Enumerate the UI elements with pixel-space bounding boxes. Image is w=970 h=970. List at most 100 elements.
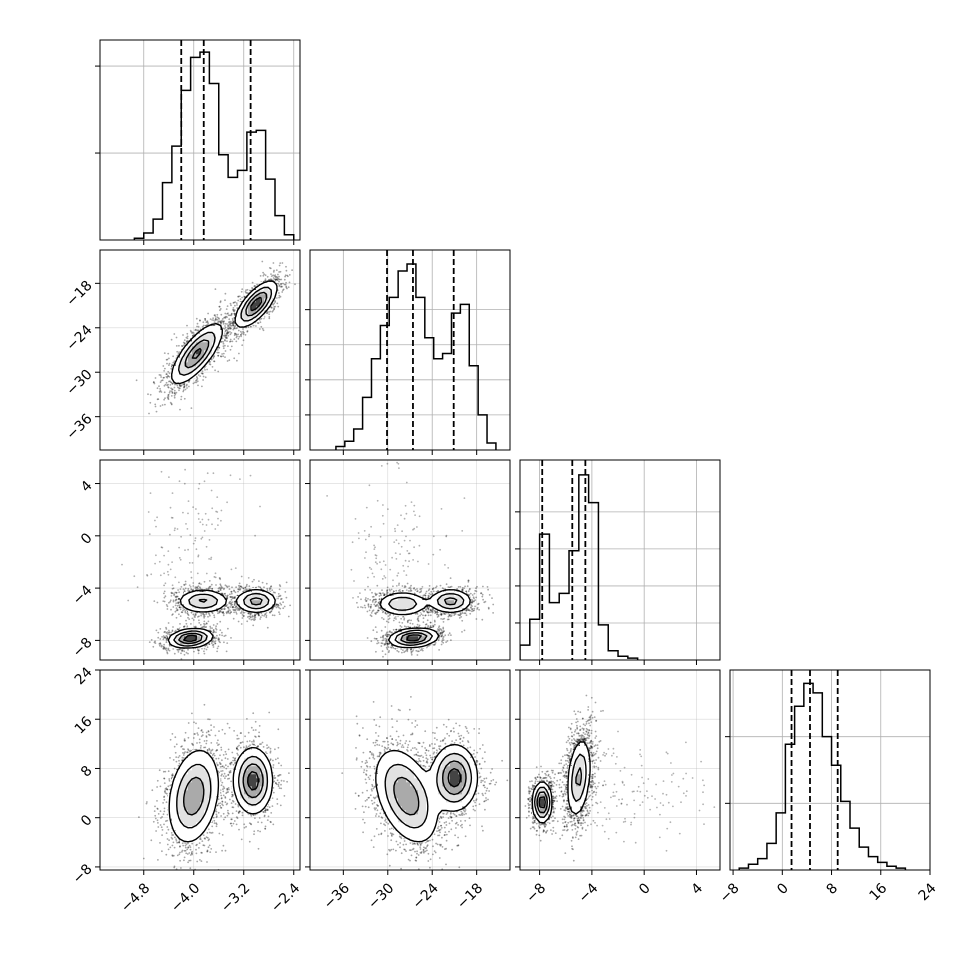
sample-point [183, 386, 185, 388]
sample-point [221, 611, 224, 614]
density-cell [180, 358, 185, 363]
sample-point [188, 590, 191, 593]
sample-point [234, 332, 236, 335]
sample-point [225, 612, 228, 615]
sample-point [264, 274, 267, 277]
sample-point [230, 592, 233, 595]
sample-point [272, 591, 275, 594]
sample-point [263, 273, 265, 276]
sample-point [176, 609, 179, 612]
density-cell [256, 294, 261, 299]
sample-point [276, 278, 279, 281]
sample-point [280, 603, 283, 606]
sample-point [178, 601, 181, 604]
density-cell [188, 374, 193, 379]
sample-point [178, 351, 180, 354]
sample-point [288, 281, 291, 284]
sample-point [197, 652, 200, 655]
sample-point [159, 389, 162, 392]
sample-point [230, 602, 233, 605]
sample-point [162, 365, 165, 367]
sample-point [149, 401, 152, 404]
sample-point [222, 614, 225, 617]
sample-point [228, 588, 231, 590]
sample-point [270, 278, 272, 281]
sample-point [285, 285, 288, 288]
sample-point [227, 594, 229, 597]
sample-point [214, 316, 217, 318]
sample-point [277, 305, 280, 308]
sample-point [203, 625, 206, 627]
sample-point [175, 591, 178, 594]
sample-point [257, 613, 260, 616]
sample-point [182, 588, 185, 590]
density-cell [172, 378, 177, 383]
sample-point [177, 386, 179, 389]
sample-point [166, 396, 169, 399]
sample-point [222, 341, 225, 343]
density-cell [180, 370, 185, 375]
sample-point [285, 596, 288, 599]
sample-point [283, 283, 286, 286]
sample-point [214, 627, 217, 630]
sample-point [285, 269, 288, 272]
sample-point [233, 325, 236, 328]
sample-point [273, 614, 276, 617]
sample-point [179, 648, 182, 651]
sample-point [239, 298, 242, 300]
sample-point [237, 584, 240, 587]
sample-point [181, 650, 184, 653]
sample-point [239, 585, 241, 588]
sample-point [281, 285, 284, 288]
sample-point [224, 356, 226, 358]
sample-point [173, 333, 176, 335]
sample-point [277, 283, 280, 285]
sample-point [188, 618, 191, 620]
axes-frame [519, 459, 721, 661]
sample-point [248, 585, 251, 588]
density-cell [236, 318, 241, 323]
sample-point [182, 383, 185, 385]
sample-point [237, 588, 240, 591]
sample-point [237, 295, 240, 298]
sample-point [198, 582, 200, 585]
sample-point [218, 638, 220, 640]
sample-point [174, 383, 176, 386]
sample-point [231, 586, 233, 589]
sample-point [228, 320, 231, 323]
density-cell [272, 294, 277, 299]
sample-point [212, 357, 215, 359]
sample-point [230, 332, 233, 334]
sample-point [163, 376, 165, 379]
sample-point [171, 382, 174, 385]
sample-point [194, 612, 197, 615]
density-cell [252, 294, 257, 299]
sample-point [257, 585, 260, 588]
sample-point [259, 275, 262, 277]
sample-point [185, 341, 188, 343]
sample-point [159, 628, 162, 630]
sample-point [268, 316, 271, 318]
sample-point [216, 634, 218, 637]
contour-level-1 [171, 280, 278, 385]
sample-point [265, 582, 268, 585]
sample-point [215, 584, 217, 586]
density-cell [208, 334, 213, 339]
sample-point [166, 632, 169, 635]
sample-point [154, 377, 157, 379]
sample-point [232, 309, 235, 311]
sample-point [287, 286, 290, 289]
sample-point [209, 361, 212, 363]
density-cell [204, 326, 209, 331]
sample-point [282, 288, 285, 291]
sample-point [240, 585, 242, 588]
axes-frame [99, 39, 301, 241]
sample-point [241, 344, 244, 347]
sample-point [282, 289, 284, 292]
density-cell [192, 338, 197, 343]
sample-point [229, 320, 232, 323]
density-cell [204, 330, 209, 335]
sample-point [199, 319, 201, 322]
sample-point [207, 587, 210, 590]
